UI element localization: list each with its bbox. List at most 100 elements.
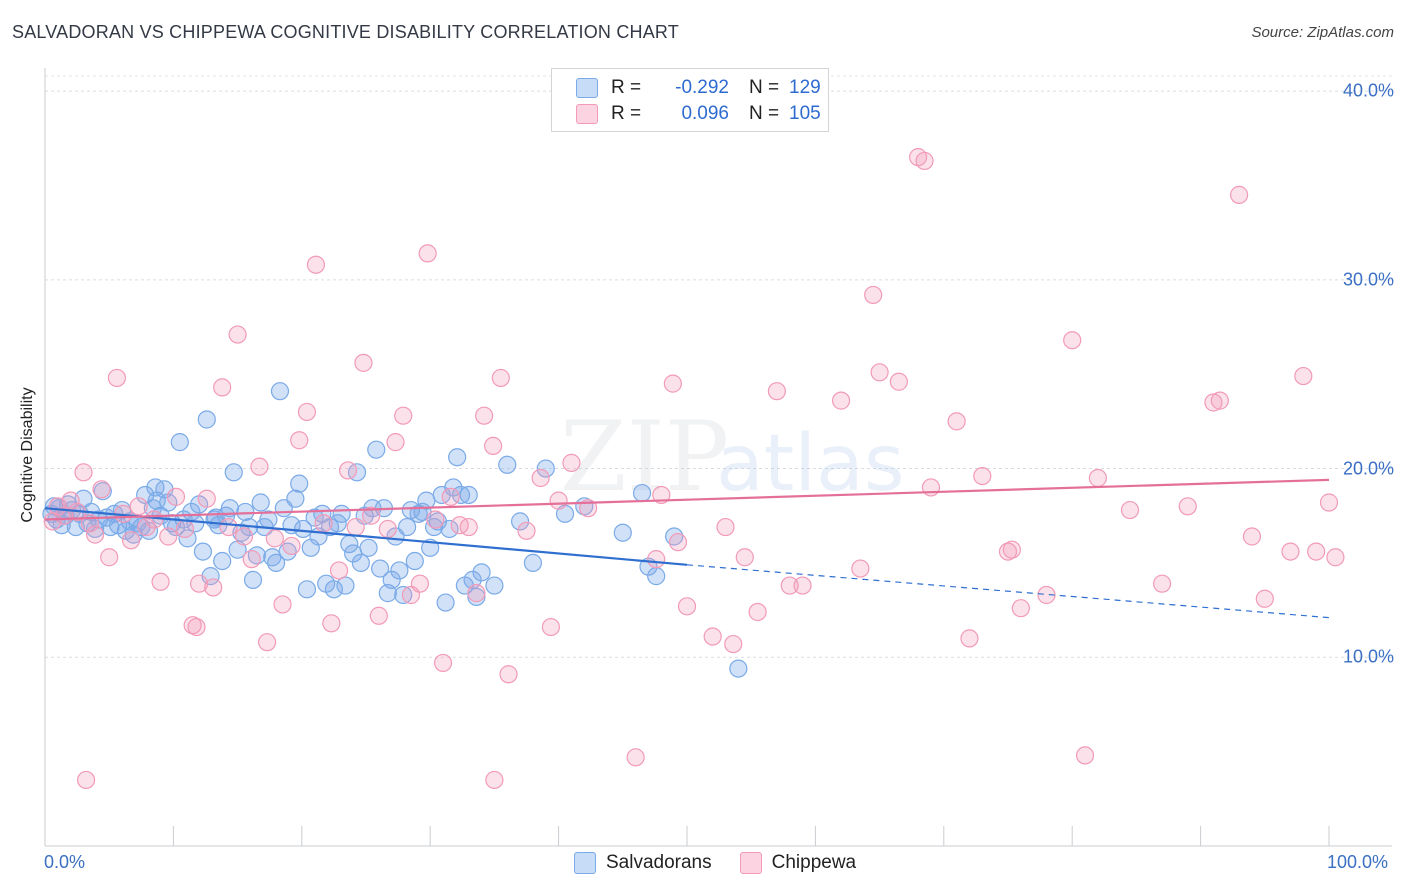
data-point-chippewa — [273, 595, 292, 614]
trend-line-salvadorans — [44, 507, 688, 566]
data-point-chippewa — [1319, 493, 1339, 512]
data-point-chippewa — [1075, 746, 1095, 765]
data-point-chippewa — [189, 574, 209, 593]
data-point-chippewa — [441, 487, 460, 506]
data-point-chippewa — [915, 151, 934, 171]
data-point-salvadorans — [351, 553, 370, 573]
chart-title: SALVADORAN VS CHIPPEWA COGNITIVE DISABIL… — [12, 22, 680, 42]
data-point-salvadorans — [297, 580, 317, 599]
n-value: 129 — [789, 77, 821, 98]
data-point-chippewa — [74, 463, 93, 482]
data-point-chippewa — [626, 748, 645, 767]
data-point-salvadorans — [448, 448, 467, 467]
data-point-chippewa — [145, 510, 164, 529]
data-point-salvadorans — [270, 382, 290, 401]
data-point-chippewa — [290, 431, 309, 450]
data-point-chippewa — [394, 406, 413, 425]
data-point-chippewa — [677, 597, 697, 616]
data-point-salvadorans — [405, 551, 424, 571]
data-point-chippewa — [107, 368, 127, 388]
data-point-chippewa — [1326, 548, 1345, 567]
data-point-chippewa — [793, 576, 812, 595]
data-point-chippewa — [851, 559, 870, 578]
data-point-chippewa — [250, 457, 269, 476]
legend-row-chippewa: R = 0.096 N = 105 — [576, 102, 821, 126]
trend-line-chippewa — [44, 478, 1330, 521]
legend-label-chippewa: Chippewa — [771, 852, 857, 873]
data-point-salvadorans — [472, 563, 491, 582]
data-point-chippewa — [151, 572, 170, 591]
trend-lines — [44, 478, 1330, 619]
data-point-salvadorans — [436, 593, 455, 612]
data-point-chippewa — [780, 576, 799, 595]
data-points — [42, 148, 1345, 790]
data-point-chippewa — [1230, 185, 1249, 204]
data-point-chippewa — [197, 489, 216, 508]
data-point-salvadorans — [367, 440, 386, 459]
data-point-salvadorans — [332, 504, 351, 523]
data-point-salvadorans — [347, 463, 367, 482]
data-point-salvadorans — [286, 489, 305, 508]
data-point-chippewa — [1178, 497, 1197, 516]
y-tick-label: 10.0% — [1342, 646, 1394, 667]
data-point-chippewa — [306, 255, 326, 274]
data-point-chippewa — [703, 627, 722, 646]
data-point-salvadorans — [371, 559, 390, 578]
data-point-chippewa — [418, 244, 437, 263]
data-point-salvadorans — [632, 483, 652, 503]
data-point-chippewa — [410, 574, 430, 593]
data-point-chippewa — [562, 453, 581, 472]
data-point-chippewa — [314, 514, 333, 533]
legend-item-salvadorans[interactable]: Salvadorans — [574, 852, 712, 874]
data-point-chippewa — [748, 602, 767, 622]
data-point-chippewa — [175, 519, 195, 539]
source-label: Source: ZipAtlas.com — [1251, 24, 1394, 41]
data-point-chippewa — [166, 487, 186, 506]
data-point-chippewa — [541, 617, 560, 637]
data-point-salvadorans — [510, 512, 530, 531]
data-point-chippewa — [1063, 331, 1082, 350]
data-point-salvadorans — [293, 519, 313, 539]
legend-item-chippewa[interactable]: Chippewa — [739, 852, 857, 874]
data-point-chippewa — [1307, 542, 1326, 561]
n-label: N = — [749, 77, 780, 98]
n-value: 105 — [789, 103, 821, 124]
data-point-salvadorans — [382, 570, 401, 589]
data-point-chippewa — [1281, 542, 1300, 561]
data-point-salvadorans — [170, 433, 189, 452]
data-point-chippewa — [1011, 599, 1030, 618]
data-point-chippewa — [187, 617, 206, 637]
series-chippewa — [43, 148, 1345, 790]
data-point-chippewa — [329, 561, 349, 580]
data-point-salvadorans — [394, 585, 413, 605]
watermark: ZIP atlas — [560, 401, 905, 513]
legend-swatch-salvadorans — [576, 78, 598, 98]
data-point-chippewa — [1242, 527, 1262, 546]
data-point-salvadorans — [146, 478, 165, 497]
data-point-chippewa — [92, 480, 111, 499]
data-point-chippewa — [258, 633, 277, 652]
data-point-salvadorans — [613, 523, 632, 542]
data-point-salvadorans — [440, 519, 459, 539]
data-point-chippewa — [129, 497, 148, 516]
data-point-chippewa — [960, 629, 979, 648]
data-point-salvadorans — [85, 519, 105, 539]
data-point-chippewa — [338, 461, 358, 480]
data-point-chippewa — [724, 634, 743, 654]
data-point-chippewa — [297, 402, 317, 422]
data-point-chippewa — [870, 363, 889, 382]
data-point-salvadorans — [523, 553, 543, 573]
y-tick-label: 30.0% — [1342, 269, 1394, 290]
data-point-salvadorans — [290, 474, 309, 493]
y-tick-label: 40.0% — [1342, 80, 1394, 101]
data-point-chippewa — [1204, 393, 1223, 412]
x-tick-label-max: 100.0% — [1327, 852, 1389, 872]
data-point-salvadorans — [729, 659, 748, 678]
data-point-salvadorans — [267, 553, 286, 573]
r-label: R = — [611, 103, 642, 124]
data-point-salvadorans — [213, 551, 232, 571]
data-point-salvadorans — [224, 463, 243, 482]
data-point-salvadorans — [251, 493, 270, 512]
data-point-salvadorans — [390, 561, 409, 580]
x-tick-label-min: 0.0% — [44, 852, 86, 872]
